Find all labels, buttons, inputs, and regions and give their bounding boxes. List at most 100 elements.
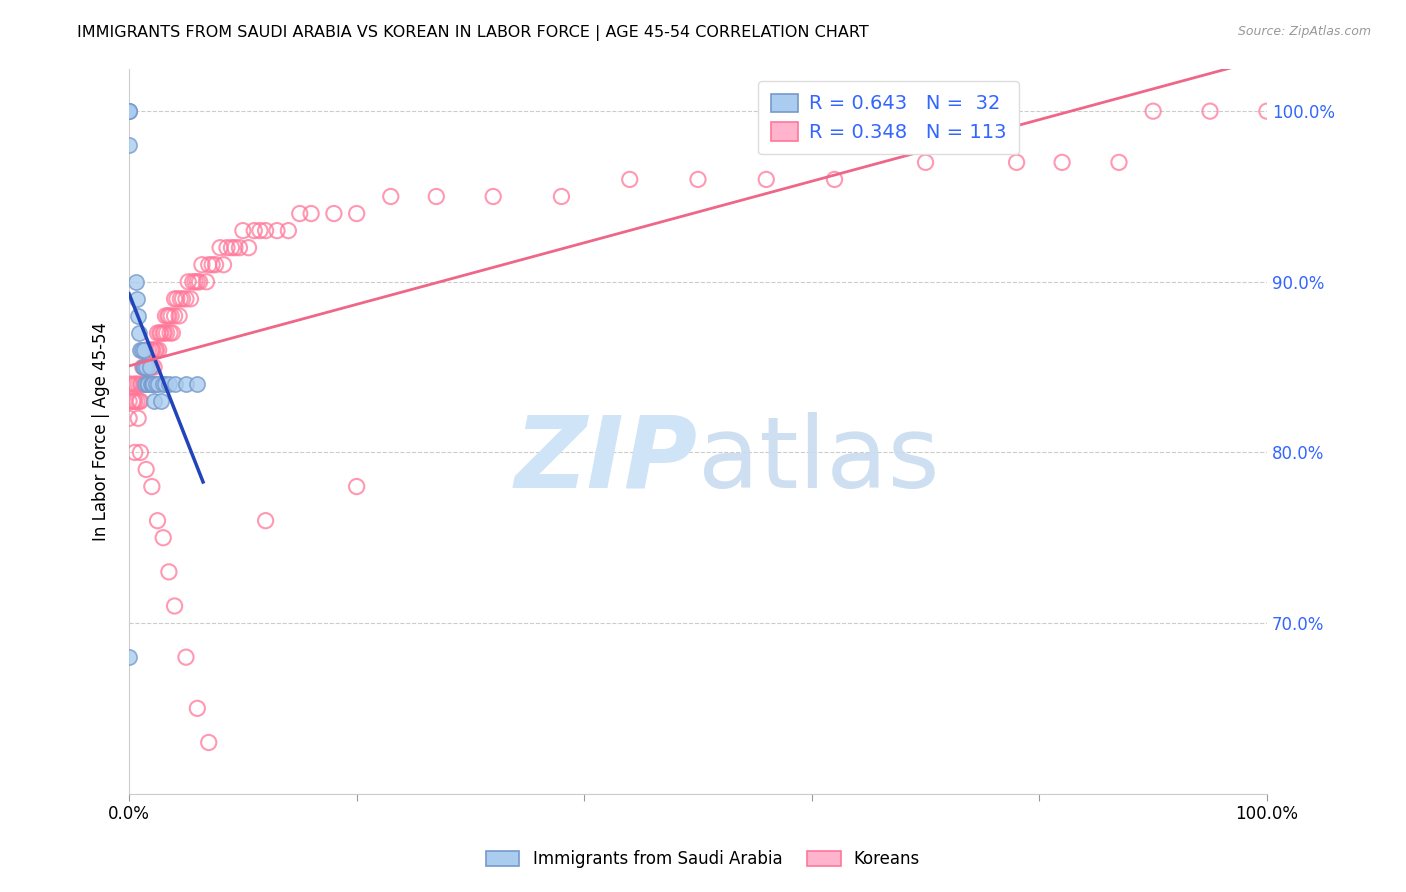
Point xyxy=(135,377,157,392)
Point xyxy=(191,258,214,272)
Point xyxy=(148,343,170,357)
Point xyxy=(127,411,149,425)
Point xyxy=(215,241,238,255)
Point xyxy=(127,377,149,392)
Point xyxy=(166,292,188,306)
Point xyxy=(118,411,141,425)
Point xyxy=(167,309,190,323)
Point xyxy=(118,138,141,153)
Point xyxy=(138,360,160,375)
Point xyxy=(142,343,165,357)
Point xyxy=(186,701,208,715)
Point xyxy=(181,275,204,289)
Point xyxy=(118,650,141,665)
Point xyxy=(159,326,181,340)
Point xyxy=(149,326,172,340)
Point xyxy=(153,326,176,340)
Point xyxy=(142,377,165,392)
Point xyxy=(266,224,288,238)
Point xyxy=(132,377,155,392)
Point xyxy=(1256,104,1278,119)
Point xyxy=(124,377,146,392)
Point xyxy=(195,275,218,289)
Point xyxy=(824,172,846,186)
Point xyxy=(141,343,163,357)
Point xyxy=(254,514,277,528)
Point xyxy=(188,275,211,289)
Point xyxy=(243,224,266,238)
Point xyxy=(132,343,155,357)
Point xyxy=(184,275,207,289)
Text: IMMIGRANTS FROM SAUDI ARABIA VS KOREAN IN LABOR FORCE | AGE 45-54 CORRELATION CH: IMMIGRANTS FROM SAUDI ARABIA VS KOREAN I… xyxy=(77,25,869,41)
Point xyxy=(157,377,180,392)
Point xyxy=(174,292,197,306)
Point xyxy=(346,206,368,220)
Point xyxy=(128,394,150,409)
Point xyxy=(550,189,572,203)
Point xyxy=(134,360,156,375)
Point xyxy=(118,104,141,119)
Point xyxy=(124,394,146,409)
Y-axis label: In Labor Force | Age 45-54: In Labor Force | Age 45-54 xyxy=(93,322,110,541)
Point xyxy=(121,394,143,409)
Point xyxy=(131,343,153,357)
Point xyxy=(238,241,260,255)
Point xyxy=(146,514,169,528)
Point xyxy=(1108,155,1130,169)
Point xyxy=(186,275,208,289)
Point xyxy=(152,377,174,392)
Point xyxy=(322,206,344,220)
Point xyxy=(288,206,311,220)
Point xyxy=(143,360,166,375)
Point xyxy=(125,377,148,392)
Point xyxy=(686,172,709,186)
Point xyxy=(134,377,156,392)
Point xyxy=(180,292,202,306)
Point xyxy=(209,241,232,255)
Point xyxy=(118,104,141,119)
Point xyxy=(425,189,447,203)
Legend: Immigrants from Saudi Arabia, Koreans: Immigrants from Saudi Arabia, Koreans xyxy=(479,844,927,875)
Point xyxy=(299,206,322,220)
Point xyxy=(163,599,186,613)
Point xyxy=(124,445,146,459)
Point xyxy=(1142,104,1164,119)
Point xyxy=(224,241,246,255)
Point xyxy=(157,309,180,323)
Point xyxy=(163,309,186,323)
Point xyxy=(162,326,184,340)
Point xyxy=(619,172,641,186)
Point xyxy=(132,360,155,375)
Point xyxy=(163,377,186,392)
Point xyxy=(277,224,299,238)
Point xyxy=(125,292,148,306)
Point xyxy=(186,377,208,392)
Point xyxy=(346,479,368,493)
Text: ZIP: ZIP xyxy=(515,411,697,508)
Point xyxy=(136,360,159,375)
Point xyxy=(135,462,157,476)
Point xyxy=(174,377,197,392)
Point xyxy=(125,394,148,409)
Point xyxy=(1005,155,1028,169)
Point xyxy=(163,292,186,306)
Point xyxy=(129,394,152,409)
Point xyxy=(127,309,149,323)
Point xyxy=(249,224,271,238)
Point xyxy=(172,292,194,306)
Point xyxy=(145,377,167,392)
Point xyxy=(152,531,174,545)
Point xyxy=(232,224,254,238)
Point xyxy=(169,292,191,306)
Point xyxy=(204,258,226,272)
Point xyxy=(212,258,235,272)
Point xyxy=(914,155,936,169)
Point xyxy=(254,224,277,238)
Point xyxy=(118,377,141,392)
Point xyxy=(132,360,155,375)
Point xyxy=(143,343,166,357)
Point xyxy=(131,377,153,392)
Point xyxy=(155,309,177,323)
Point xyxy=(139,377,162,392)
Point xyxy=(174,650,197,665)
